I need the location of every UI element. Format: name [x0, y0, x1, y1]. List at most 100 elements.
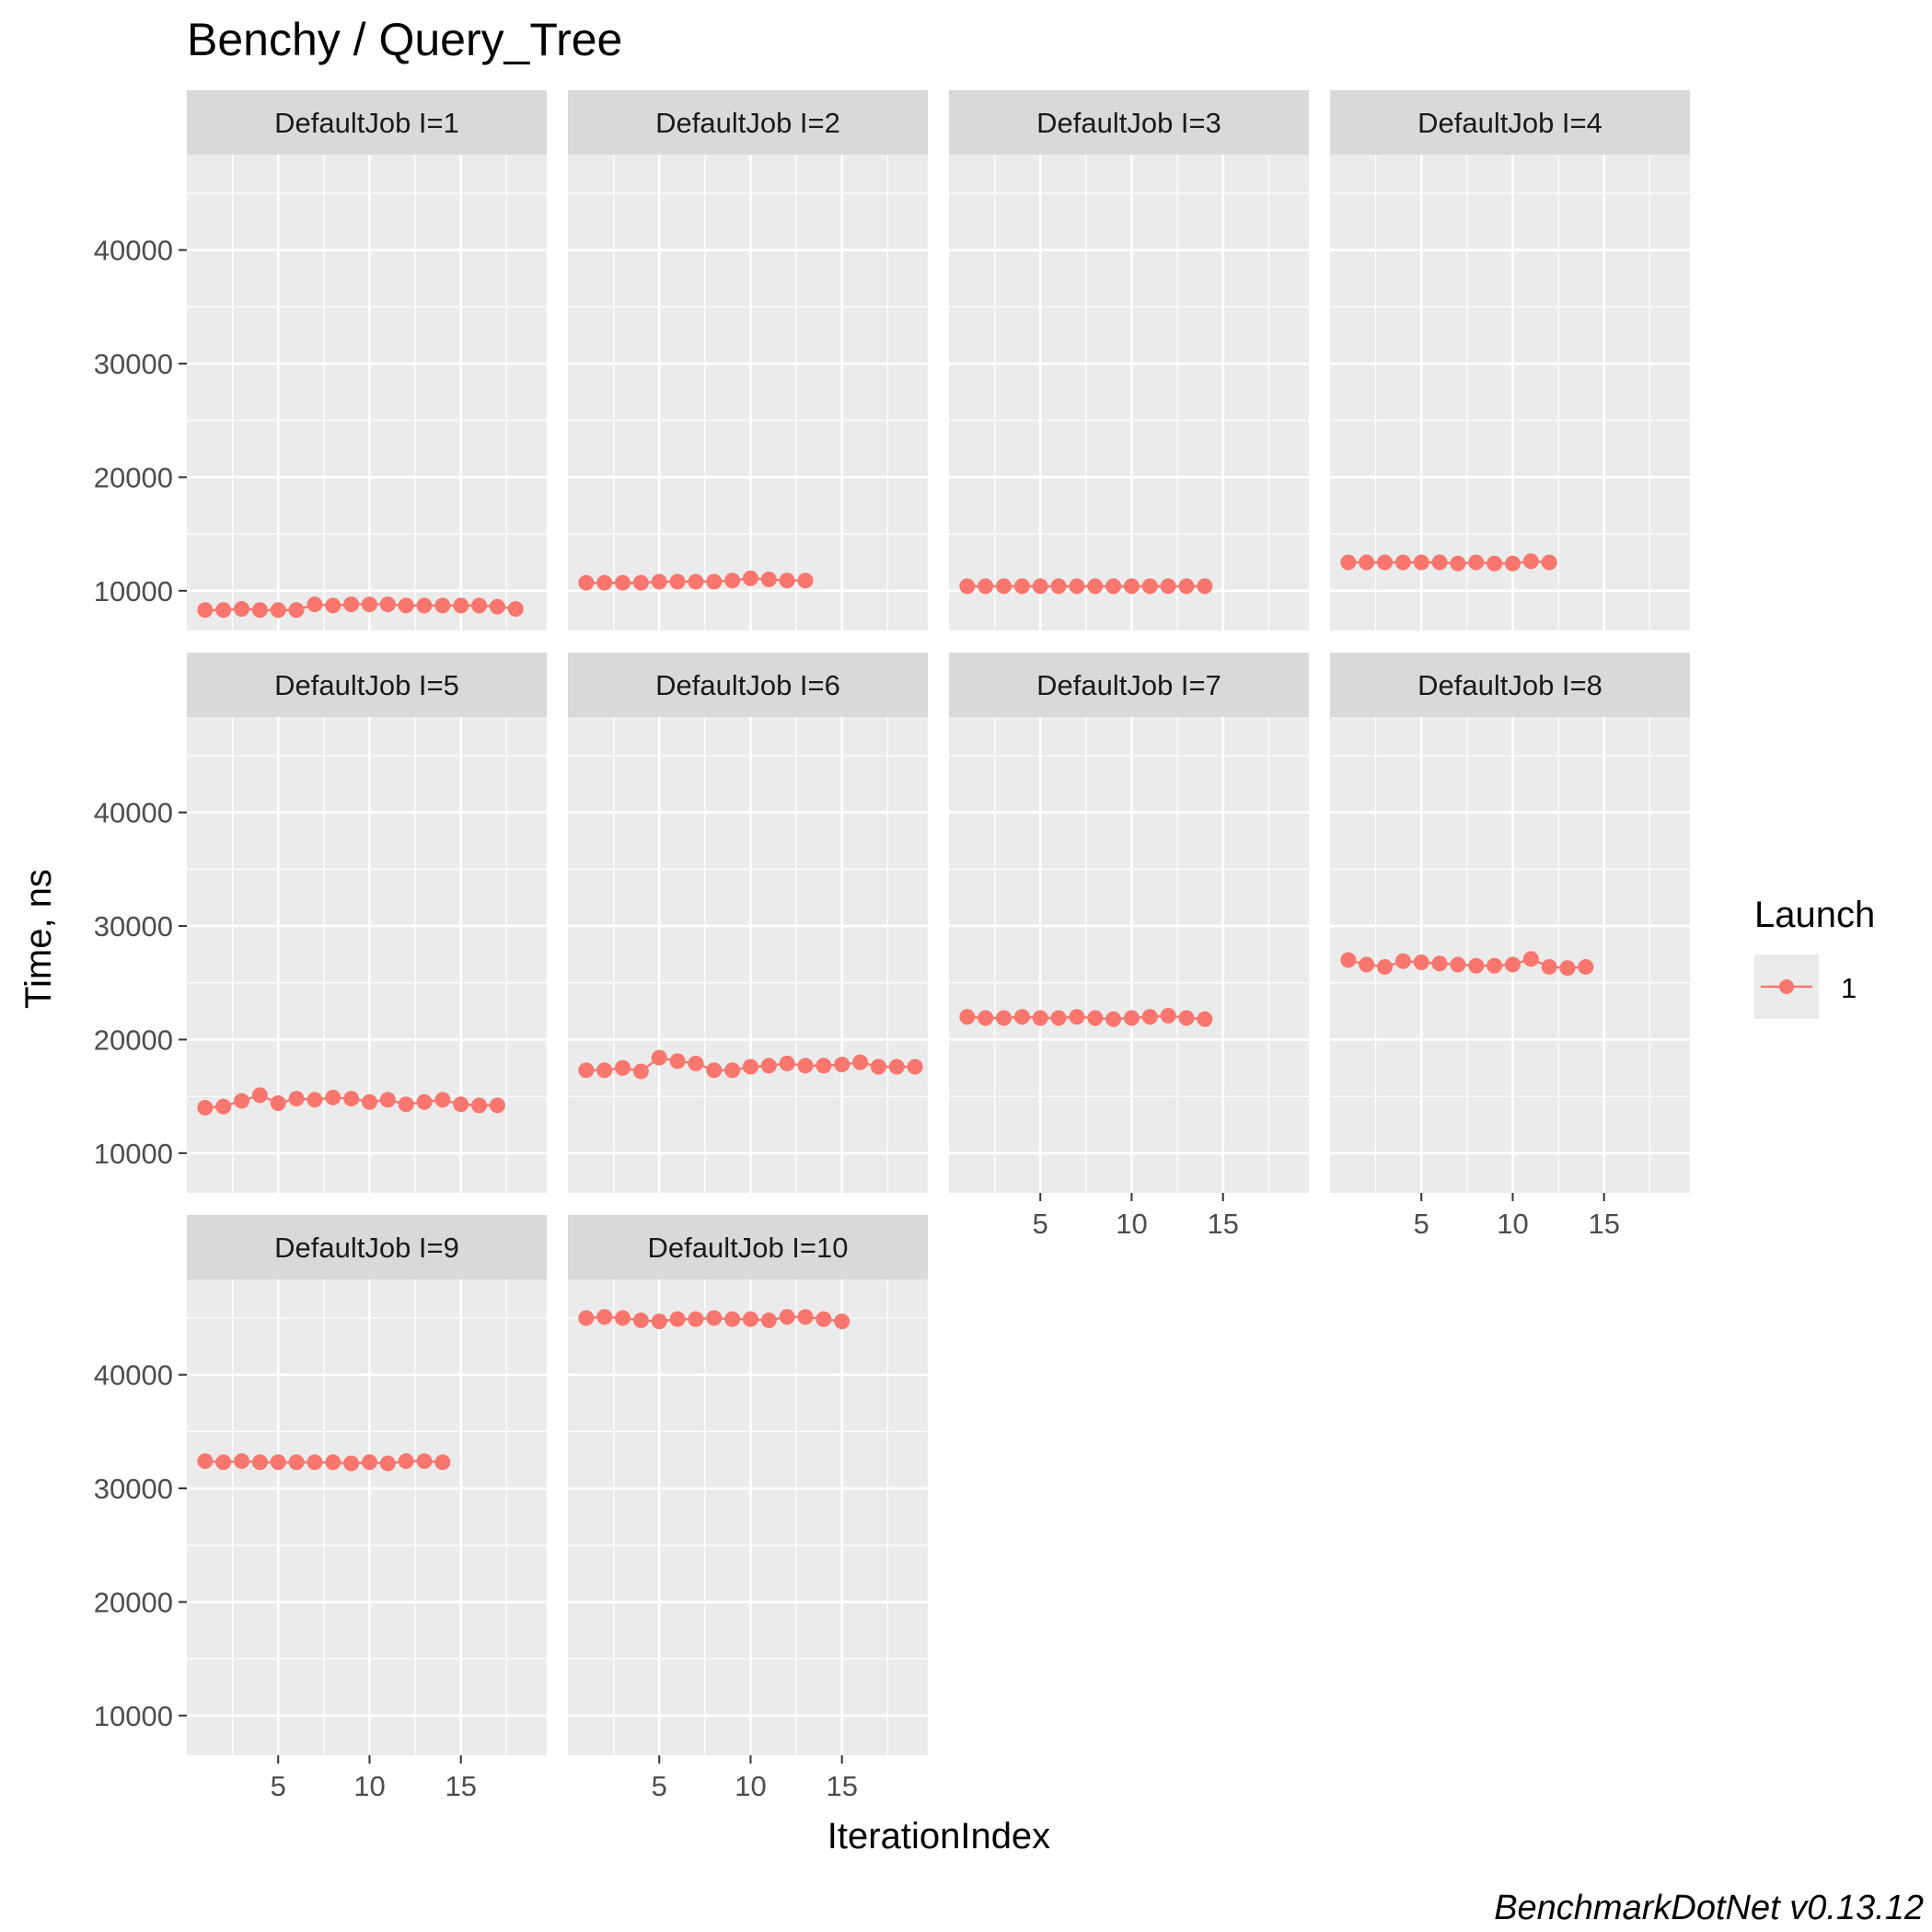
data-point — [1522, 553, 1539, 570]
facet-panel: DefaultJob I=9 10000 20000 30000 40000 5 10 15 — [94, 1215, 547, 1802]
data-point — [651, 1049, 667, 1066]
data-point — [1359, 554, 1375, 571]
facet-strip-label: DefaultJob I=5 — [274, 669, 459, 701]
x-tick-label: 5 — [1414, 1208, 1429, 1240]
y-tick-label: 20000 — [94, 1024, 173, 1056]
facet-panel: DefaultJob I=4 — [1330, 90, 1690, 631]
data-point — [834, 1313, 850, 1330]
data-point — [1178, 1010, 1195, 1026]
data-point — [343, 1455, 360, 1472]
data-point — [669, 1311, 686, 1327]
x-tick-label: 5 — [652, 1770, 667, 1802]
legend-entry-label: 1 — [1841, 972, 1857, 1004]
y-tick-label: 20000 — [94, 1586, 173, 1618]
facet-panel: DefaultJob I=8 5 10 15 — [1330, 653, 1690, 1240]
x-tick-label: 10 — [1116, 1208, 1147, 1240]
y-tick-label: 10000 — [94, 575, 173, 607]
data-point — [1141, 1009, 1158, 1025]
x-tick-label: 15 — [445, 1770, 476, 1802]
facet-panel: DefaultJob I=10 5 10 15 — [568, 1215, 928, 1802]
x-tick-label: 10 — [735, 1770, 766, 1802]
facet-strip-label: DefaultJob I=3 — [1036, 107, 1221, 139]
data-point — [398, 1452, 414, 1469]
data-point — [379, 1092, 396, 1108]
data-point — [651, 573, 667, 590]
panel-background — [1330, 155, 1690, 631]
x-axis-title: IterationIndex — [827, 1816, 1050, 1857]
data-point — [742, 1311, 758, 1327]
data-point — [706, 573, 723, 590]
data-point — [234, 1093, 250, 1109]
data-point — [724, 573, 741, 589]
data-point — [1359, 956, 1375, 973]
data-point — [1197, 1011, 1213, 1027]
facet-strip — [568, 1215, 928, 1279]
data-point — [596, 1309, 613, 1325]
legend: Launch 1 — [1754, 895, 1875, 1019]
data-point — [1522, 951, 1539, 967]
data-point — [742, 570, 758, 586]
x-tick-label: 5 — [271, 1770, 286, 1802]
x-tick-label: 5 — [1033, 1208, 1048, 1240]
data-point — [471, 597, 488, 614]
data-point — [325, 1454, 341, 1471]
legend-key-point — [1779, 979, 1794, 994]
data-point — [959, 578, 976, 595]
facet-strip — [1330, 653, 1690, 717]
data-point — [779, 573, 795, 589]
data-point — [307, 596, 323, 613]
data-point — [416, 1093, 433, 1110]
data-point — [779, 1055, 795, 1071]
data-point — [959, 1009, 976, 1025]
data-point — [1487, 555, 1503, 572]
data-point — [1160, 578, 1176, 595]
x-tick-label: 15 — [826, 1770, 857, 1802]
data-point — [251, 602, 268, 619]
data-point — [361, 1454, 377, 1471]
data-point — [888, 1059, 905, 1075]
y-tick-label: 10000 — [94, 1700, 173, 1732]
data-point — [1431, 554, 1448, 571]
y-tick-label: 10000 — [94, 1138, 173, 1170]
data-point — [816, 1311, 832, 1327]
facet-strip — [949, 90, 1309, 155]
facet-panel: DefaultJob I=3 — [949, 90, 1309, 631]
data-point — [197, 602, 214, 619]
data-point — [1487, 957, 1503, 974]
data-point — [1559, 960, 1576, 977]
panel-background — [187, 155, 547, 631]
facet-strip — [1330, 90, 1690, 155]
data-point — [489, 598, 505, 615]
data-point — [996, 578, 1012, 595]
data-point — [1050, 1010, 1067, 1026]
data-point — [1413, 954, 1429, 971]
facet-strip — [187, 90, 547, 155]
data-point — [1394, 953, 1411, 969]
data-point — [615, 1059, 631, 1076]
data-point — [596, 574, 613, 591]
data-point — [669, 573, 686, 590]
data-point — [325, 597, 341, 614]
data-point — [1123, 578, 1140, 595]
facet-strip-label: DefaultJob I=4 — [1417, 107, 1602, 139]
x-tick-label: 10 — [353, 1770, 385, 1802]
data-point — [632, 1063, 649, 1080]
y-tick-label: 40000 — [94, 797, 173, 829]
data-point — [797, 1309, 814, 1325]
data-point — [1541, 554, 1557, 571]
data-point — [453, 1096, 469, 1113]
data-point — [343, 1091, 360, 1107]
data-point — [1578, 958, 1594, 975]
data-point — [343, 596, 360, 613]
data-point — [398, 597, 414, 614]
y-tick-label: 40000 — [94, 1359, 173, 1392]
data-point — [724, 1311, 741, 1327]
data-point — [361, 596, 377, 613]
data-point — [197, 1452, 214, 1469]
data-point — [507, 601, 524, 618]
facet-strip — [949, 653, 1309, 717]
data-point — [615, 1310, 631, 1326]
data-point — [1069, 578, 1085, 595]
data-point — [1504, 555, 1521, 572]
data-point — [1178, 578, 1195, 595]
